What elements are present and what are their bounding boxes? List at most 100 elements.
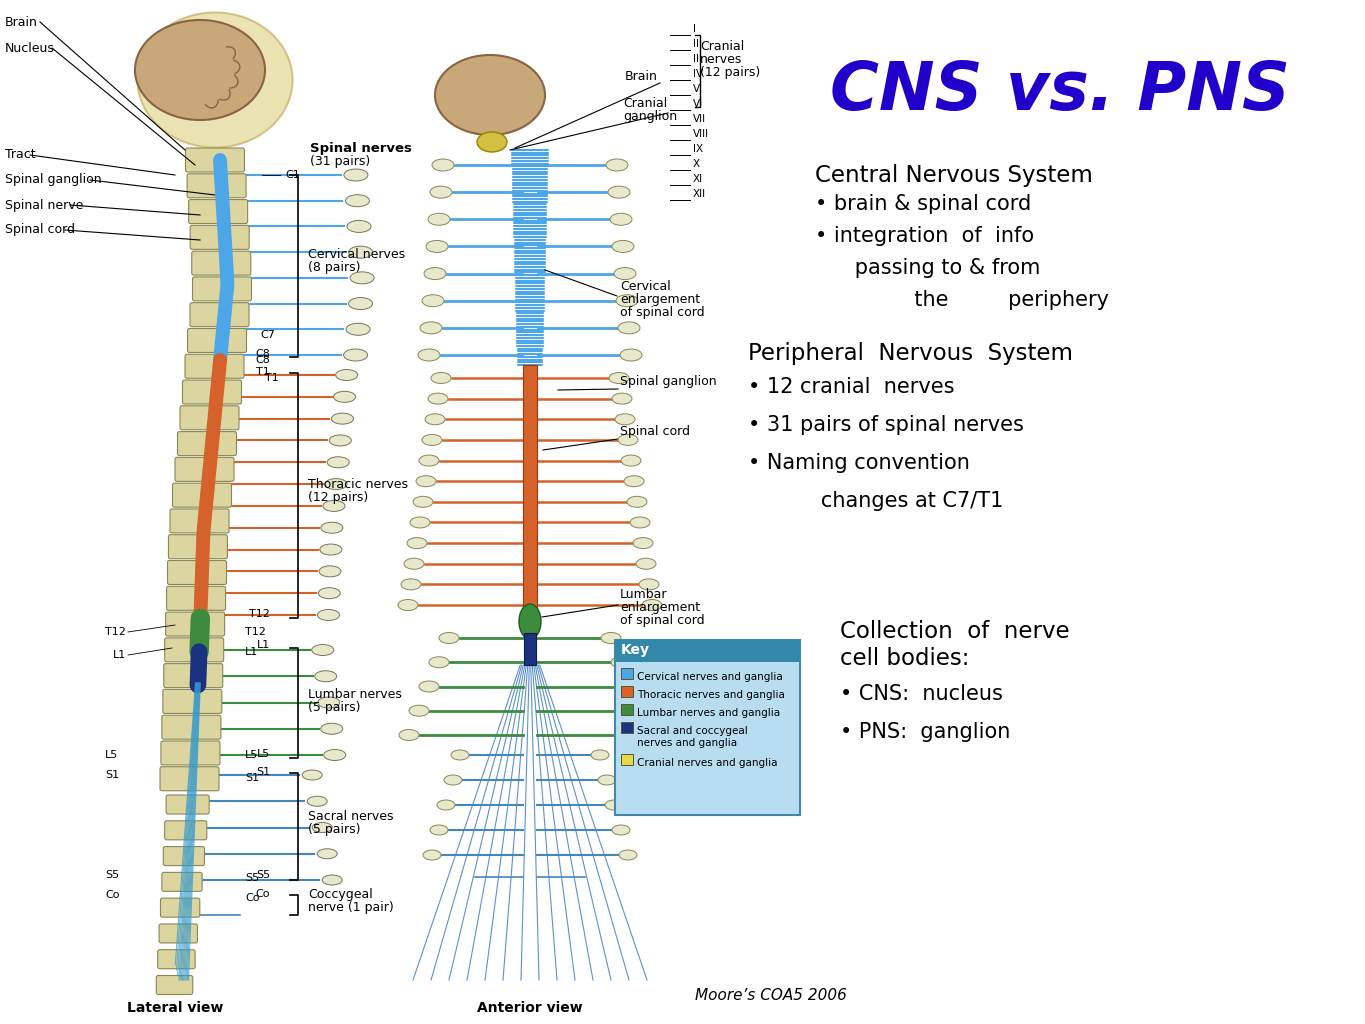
FancyBboxPatch shape <box>190 225 250 249</box>
Text: Cervical nerves and ganglia: Cervical nerves and ganglia <box>637 672 782 682</box>
Text: Spinal ganglion: Spinal ganglion <box>620 375 717 388</box>
Ellipse shape <box>450 750 470 760</box>
Text: Coccygeal: Coccygeal <box>308 888 373 901</box>
Bar <box>621 705 633 715</box>
Text: Anterior view: Anterior view <box>478 1001 583 1015</box>
Text: (31 pairs): (31 pairs) <box>310 155 370 168</box>
FancyBboxPatch shape <box>167 587 225 610</box>
FancyBboxPatch shape <box>187 174 246 198</box>
Ellipse shape <box>345 195 370 207</box>
Ellipse shape <box>614 267 636 280</box>
Ellipse shape <box>429 213 450 225</box>
Text: passing to & from: passing to & from <box>815 258 1040 278</box>
Text: Tract: Tract <box>5 148 35 162</box>
Ellipse shape <box>324 750 345 761</box>
Text: I: I <box>693 24 696 34</box>
Text: of spinal cord: of spinal cord <box>620 614 704 627</box>
Ellipse shape <box>618 322 640 334</box>
Text: Cranial nerves and ganglia: Cranial nerves and ganglia <box>637 758 778 768</box>
Text: • integration  of  info: • integration of info <box>815 226 1035 246</box>
Text: Co: Co <box>255 889 270 899</box>
Text: (12 pairs): (12 pairs) <box>700 66 760 79</box>
Text: VI: VI <box>693 99 703 109</box>
Text: • 31 pairs of spinal nerves: • 31 pairs of spinal nerves <box>748 415 1024 435</box>
FancyBboxPatch shape <box>165 612 225 636</box>
Text: • CNS:  nucleus: • CNS: nucleus <box>839 684 1003 705</box>
FancyBboxPatch shape <box>186 148 244 172</box>
Ellipse shape <box>321 723 343 734</box>
Text: (5 pairs): (5 pairs) <box>308 823 360 836</box>
FancyBboxPatch shape <box>192 276 251 301</box>
FancyBboxPatch shape <box>162 872 202 891</box>
Ellipse shape <box>429 393 448 404</box>
Ellipse shape <box>601 633 621 643</box>
Ellipse shape <box>423 850 441 860</box>
FancyBboxPatch shape <box>164 847 205 865</box>
Text: V: V <box>693 84 700 94</box>
Text: Brain: Brain <box>625 70 658 83</box>
Text: Lumbar nerves and ganglia: Lumbar nerves and ganglia <box>637 708 781 718</box>
Ellipse shape <box>612 393 632 404</box>
Text: Sacral and coccygeal: Sacral and coccygeal <box>637 726 748 736</box>
Ellipse shape <box>332 413 354 424</box>
Ellipse shape <box>430 825 448 835</box>
Ellipse shape <box>621 681 642 692</box>
Ellipse shape <box>329 435 351 446</box>
Text: nerves and ganglia: nerves and ganglia <box>637 738 737 748</box>
Text: Co: Co <box>244 893 259 903</box>
Text: T12: T12 <box>105 627 126 637</box>
Bar <box>621 686 633 697</box>
Text: ganglion: ganglion <box>622 110 677 123</box>
Text: • Naming convention: • Naming convention <box>748 453 971 473</box>
Text: Moore’s COA5 2006: Moore’s COA5 2006 <box>695 988 846 1002</box>
Text: Spinal cord: Spinal cord <box>620 425 689 438</box>
Text: Lateral view: Lateral view <box>127 1001 224 1015</box>
Text: • brain & spinal cord: • brain & spinal cord <box>815 194 1031 214</box>
Ellipse shape <box>422 295 444 307</box>
Text: XI: XI <box>693 174 703 184</box>
Text: the         periphery: the periphery <box>815 290 1108 310</box>
Text: S1: S1 <box>105 770 119 780</box>
Ellipse shape <box>429 656 449 668</box>
Ellipse shape <box>419 681 440 692</box>
Text: T1: T1 <box>257 367 270 377</box>
Ellipse shape <box>605 800 622 810</box>
Ellipse shape <box>435 55 545 135</box>
Text: L1: L1 <box>244 647 258 657</box>
FancyBboxPatch shape <box>160 767 218 791</box>
Ellipse shape <box>135 20 265 120</box>
Ellipse shape <box>404 558 425 569</box>
Text: Spinal nerve: Spinal nerve <box>5 199 83 212</box>
Text: X: X <box>693 159 700 169</box>
Text: C7: C7 <box>259 330 274 340</box>
Text: L5: L5 <box>257 749 270 759</box>
Text: XII: XII <box>693 189 706 199</box>
Ellipse shape <box>420 322 442 334</box>
Ellipse shape <box>318 609 340 621</box>
Text: Cranial: Cranial <box>622 97 667 110</box>
Ellipse shape <box>307 797 328 806</box>
Text: II: II <box>693 39 699 49</box>
Ellipse shape <box>348 298 373 309</box>
Ellipse shape <box>612 825 631 835</box>
FancyBboxPatch shape <box>161 741 220 765</box>
Text: T12: T12 <box>244 627 266 637</box>
Ellipse shape <box>519 604 541 639</box>
FancyBboxPatch shape <box>180 406 239 430</box>
Text: Spinal ganglion: Spinal ganglion <box>5 173 101 186</box>
Text: S1: S1 <box>255 767 270 777</box>
Ellipse shape <box>321 522 343 534</box>
Ellipse shape <box>317 849 337 859</box>
FancyBboxPatch shape <box>172 483 232 507</box>
Text: S1: S1 <box>244 773 259 783</box>
Ellipse shape <box>607 186 631 198</box>
Bar <box>524 633 536 665</box>
FancyBboxPatch shape <box>183 380 242 404</box>
Ellipse shape <box>422 434 442 445</box>
Ellipse shape <box>621 455 642 466</box>
Text: IX: IX <box>693 144 703 154</box>
Bar <box>621 668 633 679</box>
Bar <box>523 365 536 610</box>
Text: L1: L1 <box>113 650 126 660</box>
Ellipse shape <box>399 729 419 740</box>
